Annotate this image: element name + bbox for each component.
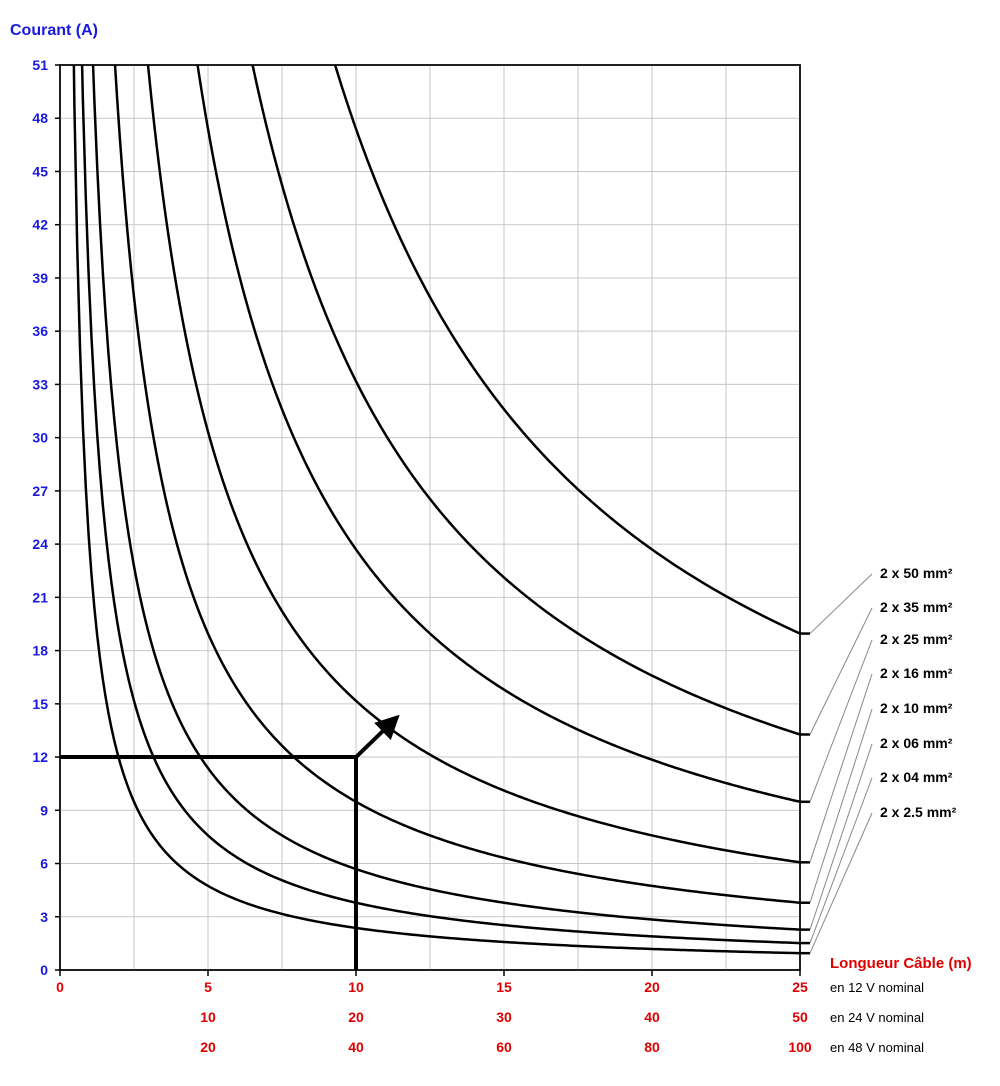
leader-line [810, 640, 872, 802]
y-tick-label: 9 [40, 802, 48, 818]
x-tick-label: 5 [204, 979, 212, 995]
x-tick-label: 20 [200, 1039, 216, 1055]
y-tick-label: 39 [32, 270, 48, 286]
y-tick-label: 18 [32, 643, 48, 659]
curve-label: 2 x 50 mm² [880, 565, 953, 581]
x-axis-title: Longueur Câble (m) [830, 955, 972, 972]
x-tick-label: 40 [644, 1009, 660, 1025]
y-tick-label: 27 [32, 483, 48, 499]
y-tick-label: 42 [32, 217, 48, 233]
cable-sizing-chart: Courant (A)03691215182124273033363942454… [0, 0, 1000, 1086]
curve-label: 2 x 25 mm² [880, 631, 953, 647]
y-tick-label: 21 [32, 589, 48, 605]
curve-label: 2 x 16 mm² [880, 665, 953, 681]
curve-label: 2 x 2.5 mm² [880, 804, 957, 820]
y-tick-label: 45 [32, 163, 48, 179]
leader-line [810, 778, 872, 943]
y-tick-label: 24 [32, 536, 48, 552]
x-tick-label: 10 [200, 1009, 216, 1025]
leader-line [810, 608, 872, 734]
x-axis-row-label: en 12 V nominal [830, 980, 924, 995]
leader-line [810, 744, 872, 930]
x-tick-label: 50 [792, 1009, 808, 1025]
leader-line [810, 574, 872, 634]
x-axis-row-label: en 24 V nominal [830, 1010, 924, 1025]
y-tick-label: 6 [40, 856, 48, 872]
x-tick-label: 20 [348, 1009, 364, 1025]
x-tick-label: 10 [348, 979, 364, 995]
y-tick-label: 48 [32, 110, 48, 126]
curve-label: 2 x 35 mm² [880, 599, 953, 615]
curve-label: 2 x 10 mm² [880, 700, 953, 716]
curve-label: 2 x 04 mm² [880, 769, 953, 785]
x-tick-label: 15 [496, 979, 512, 995]
curve-label: 2 x 06 mm² [880, 735, 953, 751]
x-axis-row-label: en 48 V nominal [830, 1040, 924, 1055]
x-tick-label: 60 [496, 1039, 512, 1055]
x-tick-label: 40 [348, 1039, 364, 1055]
y-tick-label: 51 [32, 57, 48, 73]
y-tick-label: 0 [40, 962, 48, 978]
x-tick-label: 100 [788, 1039, 812, 1055]
leader-line [810, 709, 872, 903]
y-tick-label: 3 [40, 909, 48, 925]
x-tick-label: 30 [496, 1009, 512, 1025]
x-tick-label: 0 [56, 979, 64, 995]
x-tick-label: 25 [792, 979, 808, 995]
y-tick-label: 30 [32, 430, 48, 446]
y-tick-label: 36 [32, 323, 48, 339]
y-axis-title: Courant (A) [10, 22, 98, 39]
y-tick-label: 15 [32, 696, 48, 712]
y-tick-label: 12 [32, 749, 48, 765]
x-tick-label: 20 [644, 979, 660, 995]
y-tick-label: 33 [32, 376, 48, 392]
x-tick-label: 80 [644, 1039, 660, 1055]
